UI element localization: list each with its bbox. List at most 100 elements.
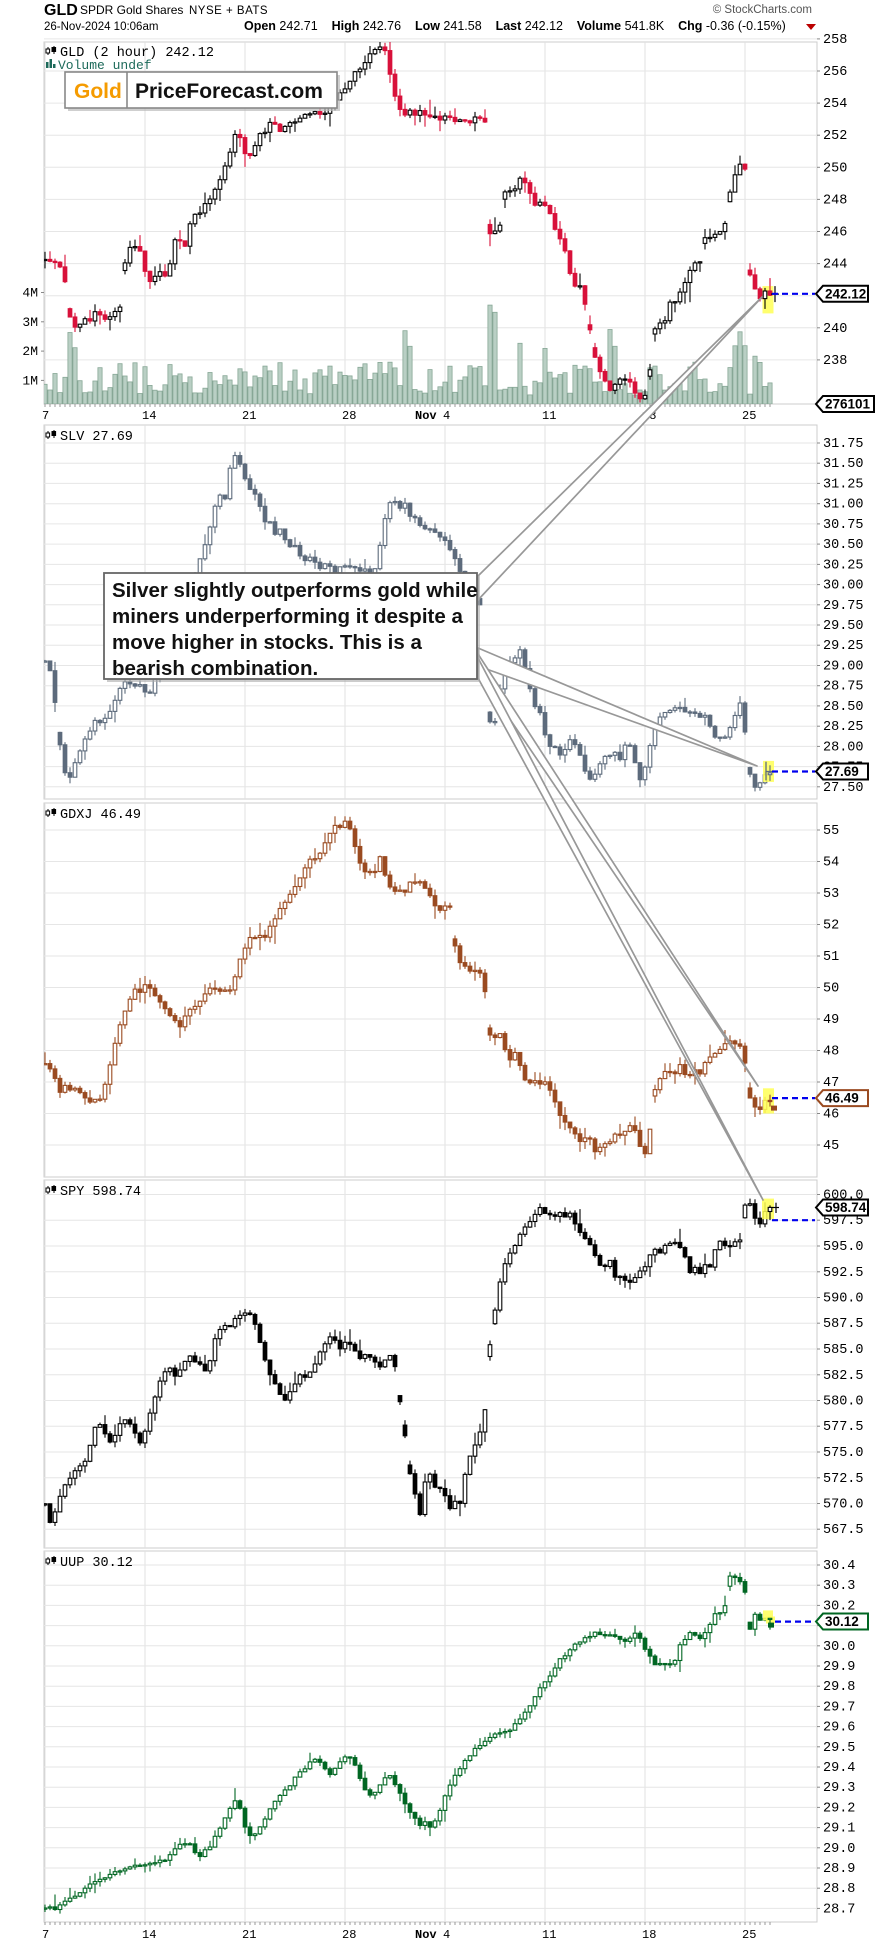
svg-text:29.50: 29.50 bbox=[823, 619, 864, 634]
svg-text:240: 240 bbox=[823, 322, 847, 337]
svg-text:Nov: Nov bbox=[415, 1928, 437, 1942]
svg-text:29.4: 29.4 bbox=[823, 1761, 855, 1776]
svg-text:52: 52 bbox=[823, 919, 839, 934]
svg-text:54: 54 bbox=[823, 856, 839, 871]
svg-text:bearish combination.: bearish combination. bbox=[112, 657, 318, 680]
svg-text:14: 14 bbox=[142, 1928, 156, 1942]
svg-text:29.6: 29.6 bbox=[823, 1721, 855, 1736]
svg-text:miners underperforming it desp: miners underperforming it despite a bbox=[112, 605, 463, 628]
svg-text:30.25: 30.25 bbox=[823, 558, 864, 573]
svg-text:© StockCharts.com: © StockCharts.com bbox=[713, 4, 812, 16]
svg-text:48: 48 bbox=[823, 1045, 839, 1060]
svg-text:55: 55 bbox=[823, 824, 839, 839]
svg-text:26-Nov-2024 10:06am: 26-Nov-2024 10:06am bbox=[44, 21, 158, 33]
svg-text:28: 28 bbox=[342, 409, 356, 423]
svg-text:575.0: 575.0 bbox=[823, 1446, 864, 1461]
svg-text:4: 4 bbox=[443, 409, 450, 423]
svg-text:18: 18 bbox=[642, 1928, 656, 1942]
svg-text:258: 258 bbox=[823, 33, 847, 48]
svg-text:Volume undef: Volume undef bbox=[58, 58, 152, 73]
svg-text:30.50: 30.50 bbox=[823, 538, 864, 553]
svg-text:21: 21 bbox=[242, 409, 256, 423]
svg-text:27.69: 27.69 bbox=[825, 764, 859, 779]
svg-text:28.75: 28.75 bbox=[823, 680, 864, 695]
svg-text:7: 7 bbox=[42, 1928, 49, 1942]
svg-text:27.50: 27.50 bbox=[823, 781, 864, 796]
svg-text:28.7: 28.7 bbox=[823, 1902, 855, 1917]
svg-text:11: 11 bbox=[542, 1928, 556, 1942]
svg-text:29.7: 29.7 bbox=[823, 1700, 855, 1715]
svg-text:590.0: 590.0 bbox=[823, 1292, 864, 1307]
svg-text:4M: 4M bbox=[22, 286, 38, 301]
svg-text:28.9: 28.9 bbox=[823, 1862, 855, 1877]
svg-text:NYSE + BATS: NYSE + BATS bbox=[189, 5, 268, 17]
svg-text:46: 46 bbox=[823, 1108, 839, 1123]
svg-text:246: 246 bbox=[823, 226, 847, 241]
svg-text:11: 11 bbox=[542, 409, 556, 423]
svg-text:2M: 2M bbox=[22, 344, 38, 359]
svg-text:30.75: 30.75 bbox=[823, 518, 864, 533]
svg-text:29.75: 29.75 bbox=[823, 599, 864, 614]
svg-text:move higher in stocks. This is: move higher in stocks. This is a bbox=[112, 631, 422, 654]
svg-text:256: 256 bbox=[823, 65, 847, 80]
svg-text:572.5: 572.5 bbox=[823, 1472, 864, 1487]
svg-text:SLV 27.69: SLV 27.69 bbox=[60, 430, 133, 445]
svg-text:SPY 598.74: SPY 598.74 bbox=[60, 1185, 141, 1200]
svg-text:244: 244 bbox=[823, 258, 847, 273]
svg-text:28.25: 28.25 bbox=[823, 720, 864, 735]
svg-text:595.0: 595.0 bbox=[823, 1240, 864, 1255]
svg-text:30.12: 30.12 bbox=[825, 1614, 859, 1629]
svg-text:7: 7 bbox=[42, 409, 49, 423]
svg-text:582.5: 582.5 bbox=[823, 1369, 864, 1384]
svg-text:GDXJ 46.49: GDXJ 46.49 bbox=[60, 808, 141, 823]
svg-text:28: 28 bbox=[342, 1928, 356, 1942]
svg-text:29.0: 29.0 bbox=[823, 1842, 855, 1857]
svg-text:242.12: 242.12 bbox=[825, 286, 866, 301]
svg-text:31.50: 31.50 bbox=[823, 457, 864, 472]
svg-text:31.00: 31.00 bbox=[823, 498, 864, 513]
svg-text:238: 238 bbox=[823, 354, 847, 369]
svg-text:28.00: 28.00 bbox=[823, 740, 864, 755]
svg-text:GLD (2 hour) 242.12: GLD (2 hour) 242.12 bbox=[60, 46, 214, 61]
svg-text:29.25: 29.25 bbox=[823, 639, 864, 654]
svg-text:1M: 1M bbox=[22, 373, 38, 388]
svg-text:592.5: 592.5 bbox=[823, 1266, 864, 1281]
svg-text:29.1: 29.1 bbox=[823, 1822, 855, 1837]
svg-text:585.0: 585.0 bbox=[823, 1343, 864, 1358]
svg-text:25: 25 bbox=[742, 409, 756, 423]
svg-text:30.2: 30.2 bbox=[823, 1599, 855, 1614]
svg-text:50: 50 bbox=[823, 982, 839, 997]
svg-text:587.5: 587.5 bbox=[823, 1317, 864, 1332]
svg-text:252: 252 bbox=[823, 129, 847, 144]
svg-text:3M: 3M bbox=[22, 315, 38, 330]
svg-text:30.3: 30.3 bbox=[823, 1579, 855, 1594]
svg-text:30.00: 30.00 bbox=[823, 579, 864, 594]
svg-text:Open 242.71 High 242.76: Open 242.71 High 242.76 Low 241.58 Last … bbox=[244, 19, 800, 33]
svg-text:276101: 276101 bbox=[825, 397, 871, 412]
svg-text:28.8: 28.8 bbox=[823, 1882, 855, 1897]
svg-text:47: 47 bbox=[823, 1076, 839, 1091]
svg-text:Silver slightly outperforms go: Silver slightly outperforms gold while bbox=[112, 579, 478, 602]
svg-text:29.5: 29.5 bbox=[823, 1741, 855, 1756]
svg-text:4: 4 bbox=[443, 1928, 450, 1942]
svg-text:577.5: 577.5 bbox=[823, 1420, 864, 1435]
svg-text:29.9: 29.9 bbox=[823, 1660, 855, 1675]
svg-text:31.75: 31.75 bbox=[823, 437, 864, 452]
svg-text:Gold: Gold bbox=[74, 80, 122, 103]
svg-text:29.00: 29.00 bbox=[823, 660, 864, 675]
svg-text:49: 49 bbox=[823, 1013, 839, 1028]
svg-text:14: 14 bbox=[142, 409, 156, 423]
svg-text:21: 21 bbox=[242, 1928, 256, 1942]
svg-text:UUP 30.12: UUP 30.12 bbox=[60, 1556, 133, 1571]
svg-text:28.50: 28.50 bbox=[823, 700, 864, 715]
svg-text:31.25: 31.25 bbox=[823, 477, 864, 492]
svg-text:580.0: 580.0 bbox=[823, 1395, 864, 1410]
svg-text:29.8: 29.8 bbox=[823, 1680, 855, 1695]
svg-text:570.0: 570.0 bbox=[823, 1498, 864, 1513]
svg-text:25: 25 bbox=[742, 1928, 756, 1942]
svg-text:598.74: 598.74 bbox=[825, 1200, 867, 1215]
svg-text:PriceForecast.com: PriceForecast.com bbox=[135, 80, 323, 103]
svg-text:51: 51 bbox=[823, 950, 839, 965]
svg-text:29.3: 29.3 bbox=[823, 1781, 855, 1796]
svg-text:30.4: 30.4 bbox=[823, 1559, 855, 1574]
